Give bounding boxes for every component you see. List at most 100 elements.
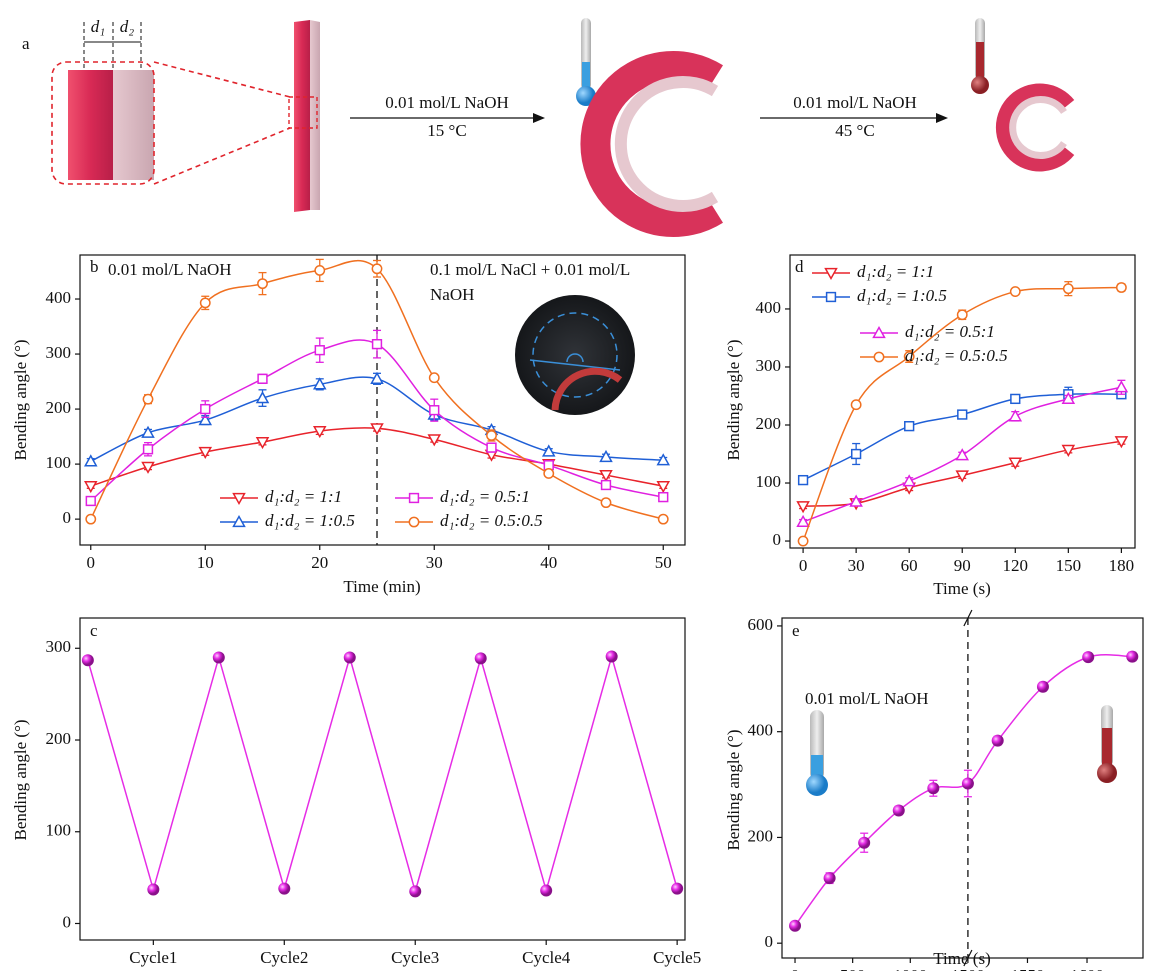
marker	[371, 263, 383, 275]
marker	[232, 514, 246, 528]
y-tick-label: 200	[748, 826, 774, 845]
annotation: NaOH	[430, 285, 474, 304]
marker	[278, 882, 291, 895]
marker	[605, 650, 618, 663]
marker	[656, 480, 671, 494]
thermometer	[971, 76, 989, 94]
marker	[429, 405, 440, 416]
x-tick-label: Cycle3	[391, 948, 439, 967]
e-thermometers	[806, 705, 1117, 796]
x-tick-label: 50	[655, 553, 672, 572]
marker	[927, 782, 940, 795]
x-axis-label: Time (min)	[343, 577, 420, 596]
x-axis-label: Time (s)	[933, 949, 990, 968]
marker	[141, 461, 155, 474]
marker	[474, 652, 487, 665]
x-tick-label: 1500	[951, 966, 985, 971]
x-tick-label: Cycle1	[129, 948, 177, 967]
marker	[1008, 409, 1023, 422]
marker	[600, 497, 612, 509]
chart-c: c Bending angle (°) 0 100 200 300 Cycle1 Cycle2…	[11, 617, 701, 967]
marker	[85, 513, 97, 525]
y-tick-label: 200	[46, 398, 72, 417]
arrow-head	[533, 113, 545, 123]
y-axis-label: Bending angle (°)	[724, 729, 743, 850]
marker	[824, 267, 838, 281]
legend-label: d₁:d₂ = 1:1	[857, 262, 934, 281]
marker	[955, 448, 970, 461]
marker	[904, 421, 915, 432]
marker	[198, 413, 213, 426]
marker	[825, 291, 837, 303]
marker	[83, 454, 98, 467]
marker	[141, 425, 155, 438]
marker	[371, 338, 383, 350]
marker	[892, 804, 905, 817]
marker	[872, 325, 886, 339]
marker	[657, 513, 669, 525]
y-tick-label: 100	[46, 453, 72, 472]
bent-sample	[614, 76, 719, 212]
marker	[543, 468, 555, 479]
x-tick-label: 10	[197, 553, 214, 572]
x-tick-label: 20	[311, 553, 328, 572]
y-tick-label: 400	[46, 288, 72, 307]
marker	[212, 651, 225, 664]
arrow-label: 15 °C	[427, 121, 466, 140]
marker	[1114, 436, 1129, 449]
annotation: 0.01 mol/L NaOH	[108, 260, 232, 279]
arrow-label: 0.01 mol/L NaOH	[793, 93, 917, 112]
marker	[1114, 380, 1129, 393]
x-tick-label: 180	[1109, 556, 1135, 575]
x-tick-label: 150	[1056, 556, 1082, 575]
marker	[599, 449, 613, 463]
marker	[903, 351, 915, 362]
marker	[312, 425, 327, 439]
marker	[312, 377, 327, 390]
marker	[600, 479, 612, 491]
y-tick-label: 400	[748, 721, 774, 740]
series-line	[87, 653, 678, 895]
plot-frame	[79, 617, 686, 941]
x-tick-label: 0	[791, 966, 800, 971]
marker	[257, 373, 268, 384]
axis-break	[963, 949, 973, 967]
y-tick-label: 300	[46, 343, 72, 362]
legend-label: d₁:d₂ = 0.5:1	[905, 322, 995, 341]
zoom-box	[288, 96, 318, 129]
x-tick-label: 500	[840, 966, 866, 971]
marker	[671, 882, 684, 895]
x-tick-label: Cycle5	[653, 948, 701, 967]
inset-photo	[515, 295, 635, 415]
marker	[1008, 457, 1023, 470]
marker	[198, 446, 213, 460]
marker	[1061, 391, 1076, 405]
legend-label: d₁:d₂ = 0.5:1	[440, 487, 530, 506]
arrow-label: 0.01 mol/L NaOH	[385, 93, 509, 112]
marker	[1062, 283, 1074, 295]
y-axis-label: Bending angle (°)	[724, 339, 743, 460]
bent-sample	[580, 51, 723, 237]
photo-detail	[529, 359, 621, 371]
marker	[1036, 680, 1049, 693]
series-line	[794, 654, 1133, 927]
arrow-label: 45 °C	[835, 121, 874, 140]
marker	[81, 654, 94, 667]
x-tick-label: 60	[901, 556, 918, 575]
series-line	[802, 393, 1122, 481]
marker	[1009, 286, 1021, 297]
photo-detail	[532, 312, 618, 398]
x-tick-label: 1550	[1010, 966, 1044, 971]
x-axis-label: Time (s)	[933, 579, 990, 598]
marker	[902, 474, 916, 487]
x-tick-label: 40	[540, 553, 557, 572]
marker	[541, 444, 556, 457]
legend-label: d₁:d₂ = 1:1	[265, 487, 342, 506]
y-tick-label: 300	[46, 637, 72, 656]
x-tick-label: 0	[799, 556, 808, 575]
marker	[408, 516, 420, 528]
marker	[850, 399, 862, 411]
thermometer	[1102, 728, 1112, 770]
marker	[255, 391, 270, 404]
